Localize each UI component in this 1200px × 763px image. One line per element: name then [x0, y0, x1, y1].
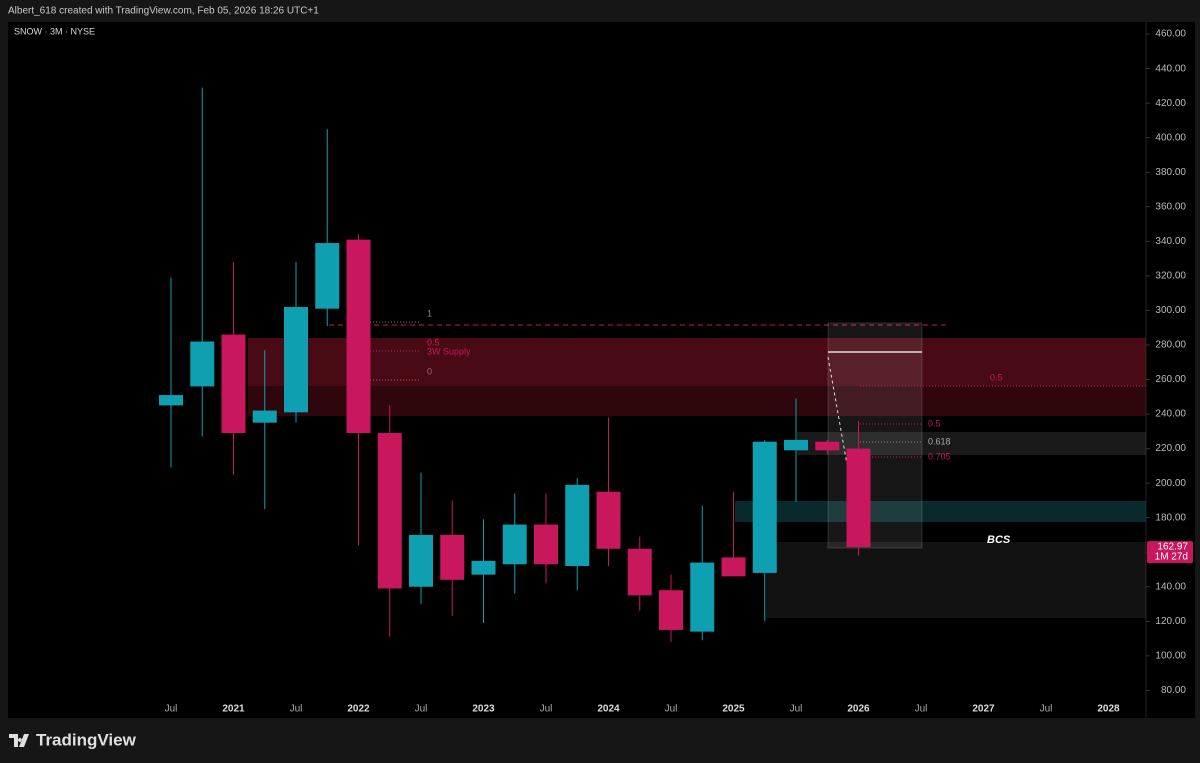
- candle-body: [284, 306, 308, 413]
- candle-body: [190, 341, 215, 387]
- candle-body: [596, 491, 621, 549]
- annotation: 0.705: [928, 451, 951, 461]
- projection-box: [827, 322, 923, 549]
- x-tick-label: 2023: [472, 704, 495, 715]
- candle-body: [377, 433, 402, 589]
- chart-title: SNOW · 3M · NYSE: [14, 26, 95, 36]
- y-tick-label: 80.00: [1161, 685, 1186, 696]
- annotation: 3W Supply: [427, 346, 471, 356]
- y-tick-label: 240.00: [1155, 409, 1186, 420]
- x-tick-label: 2025: [722, 704, 745, 715]
- x-tick-label: Jul: [1040, 704, 1053, 715]
- drawings: [248, 321, 1146, 618]
- candle-body: [221, 334, 246, 434]
- annotation: 0.618: [928, 436, 951, 446]
- candle-body: [346, 239, 371, 434]
- annotation: 0.5: [427, 337, 440, 347]
- candle-body: [409, 534, 433, 587]
- supply-zone-lower: [248, 386, 1146, 416]
- annotation: 0.5: [928, 418, 941, 428]
- y-tick-label: 100.00: [1155, 650, 1186, 661]
- annotation: 0.5: [990, 372, 1003, 382]
- candle-body: [721, 557, 746, 577]
- x-tick-label: 2021: [222, 704, 245, 715]
- x-tick-label: 2027: [972, 704, 995, 715]
- x-tick-label: 2026: [847, 704, 870, 715]
- y-tick-label: 220.00: [1155, 443, 1186, 454]
- candle-body: [159, 395, 183, 406]
- candle-body: [502, 524, 527, 565]
- candle-body: [471, 560, 496, 575]
- y-tick-label: 460.00: [1155, 29, 1186, 40]
- y-tick-label: 440.00: [1155, 63, 1186, 74]
- candle-body: [252, 410, 277, 423]
- x-tick-label: Jul: [540, 704, 553, 715]
- candle-body: [690, 562, 715, 632]
- supply-zone: [248, 338, 1146, 386]
- zone: [797, 432, 1146, 455]
- candle-body: [440, 534, 465, 580]
- path-line: [827, 356, 849, 471]
- x-tick-label: Jul: [290, 704, 303, 715]
- annotation: 1: [427, 308, 432, 318]
- x-tick-label: 2028: [1097, 704, 1120, 715]
- y-tick-label: 120.00: [1155, 616, 1186, 627]
- x-tick-label: 2024: [597, 704, 620, 715]
- attribution: Albert_618 created with TradingView.com,…: [8, 6, 319, 17]
- target-zone: [766, 542, 1146, 618]
- demand-zone: [735, 501, 1146, 522]
- candle-body: [315, 243, 340, 309]
- candle-body: [627, 548, 652, 596]
- candle-body: [659, 590, 683, 630]
- y-tick-label: 260.00: [1155, 374, 1186, 385]
- candle-body: [815, 441, 840, 451]
- y-tick-label: 280.00: [1155, 340, 1186, 351]
- x-tick-label: Jul: [165, 704, 178, 715]
- brand-logo: [9, 734, 29, 747]
- y-tick-label: 300.00: [1155, 305, 1186, 316]
- candle-body: [784, 439, 808, 451]
- last-price: 162.97: [1157, 542, 1188, 553]
- y-tick-label: 420.00: [1155, 98, 1186, 109]
- x-tick-label: Jul: [415, 704, 428, 715]
- x-tick-label: Jul: [915, 704, 928, 715]
- y-tick-label: 140.00: [1155, 581, 1186, 592]
- candle-body: [565, 484, 590, 567]
- candle-body: [534, 524, 558, 565]
- x-tick-label: Jul: [665, 704, 678, 715]
- annotation: BCS: [987, 534, 1011, 546]
- annotation: 0: [427, 366, 432, 376]
- last-price-box: [1147, 541, 1193, 564]
- candle-body: [846, 448, 871, 548]
- y-tick-label: 340.00: [1155, 236, 1186, 247]
- y-tick-label: 320.00: [1155, 271, 1186, 282]
- x-tick-label: Jul: [790, 704, 803, 715]
- countdown: 1M 27d: [1155, 552, 1188, 563]
- y-tick-label: 400.00: [1155, 132, 1186, 143]
- brand: TradingView: [36, 730, 137, 749]
- y-tick-label: 200.00: [1155, 478, 1186, 489]
- y-tick-label: 360.00: [1155, 201, 1186, 212]
- candles: [159, 87, 871, 643]
- y-tick-label: 180.00: [1155, 512, 1186, 523]
- candle-body: [752, 441, 777, 573]
- x-tick-label: 2022: [347, 704, 370, 715]
- y-tick-label: 380.00: [1155, 167, 1186, 178]
